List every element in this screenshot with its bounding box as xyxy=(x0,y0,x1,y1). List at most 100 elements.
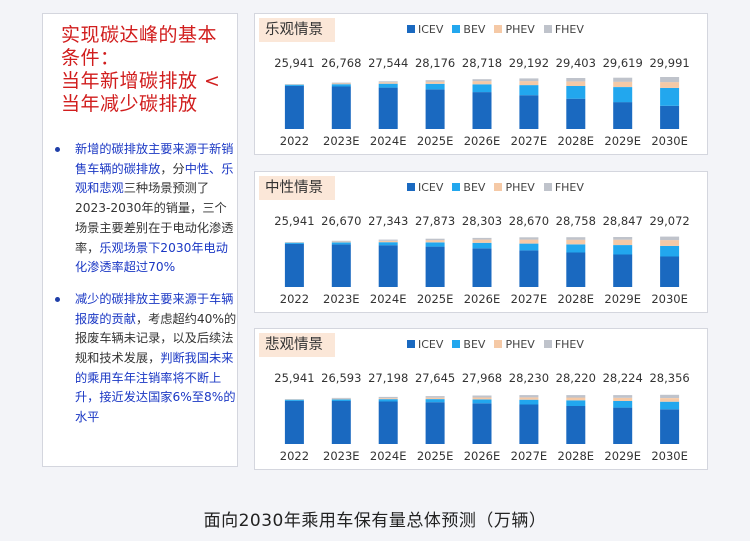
bullet-item: 减少的碳排放主要来源于车辆报废的贡献，考虑超约40%的报废车辆未记录，以及后续法… xyxy=(53,290,237,428)
bar-segment-bev xyxy=(566,400,586,406)
bar-segment-phev xyxy=(472,397,492,400)
total-label: 28,758 xyxy=(556,214,596,228)
legend-item-fhev: FHEV xyxy=(543,23,584,36)
legend-label: BEV xyxy=(463,23,486,36)
total-label: 27,645 xyxy=(415,371,455,385)
bar-segment-bev xyxy=(378,83,398,88)
bar-segment-bev xyxy=(613,87,633,103)
total-label: 28,847 xyxy=(603,214,643,228)
total-label: 29,192 xyxy=(509,56,549,70)
x-tick-label: 2023E xyxy=(323,292,360,306)
bar-segment-phev xyxy=(519,239,539,244)
bar-segment-icev xyxy=(519,250,539,287)
highlighted-text: 中性、乐观和悲观 xyxy=(75,161,234,196)
highlighted-text: 判断我国未来的乘用车年注销率将不断上升，接近发达国家6%至8%的水平 xyxy=(75,351,236,425)
legend-label: PHEV xyxy=(505,23,535,36)
bar-segment-bev xyxy=(660,87,680,106)
bar-segment-icev xyxy=(284,85,304,129)
bar-segment-icev xyxy=(378,245,398,287)
x-tick-label: 2023E xyxy=(323,134,360,148)
bar-segment-fhev xyxy=(519,395,539,398)
legend-swatch xyxy=(494,25,503,33)
bar-segment-icev xyxy=(425,402,445,444)
bar-segment-fhev xyxy=(566,237,586,240)
x-tick-label: 2024E xyxy=(370,134,407,148)
bar-segment-icev xyxy=(472,92,492,129)
bar-segment-fhev xyxy=(472,395,492,398)
bar-segment-phev xyxy=(566,397,586,401)
bar-segment-phev xyxy=(378,398,398,400)
legend-label: FHEV xyxy=(554,23,584,36)
total-label: 28,224 xyxy=(603,371,643,385)
x-tick-label: 2028E xyxy=(558,449,595,463)
legend-swatch xyxy=(407,25,415,33)
total-label: 27,343 xyxy=(368,214,408,228)
total-label: 27,968 xyxy=(462,371,502,385)
bar-segment-phev xyxy=(566,239,586,245)
bar-segment-icev xyxy=(566,98,586,129)
legend-item-phev: PHEV xyxy=(494,23,535,36)
bar-segment-bev xyxy=(331,84,351,87)
bar-segment-icev xyxy=(660,256,680,287)
bullet-dot-icon xyxy=(55,296,60,302)
bar-segment-bev xyxy=(425,399,445,403)
legend-item-icev: ICEV xyxy=(407,23,443,36)
bar-segment-phev xyxy=(519,397,539,400)
x-tick-label: 2024E xyxy=(370,449,407,463)
headline-line-2: 条件： xyxy=(61,47,120,69)
bar-segment-icev xyxy=(331,244,351,287)
legend-swatch xyxy=(543,340,552,348)
x-tick-label: 2030E xyxy=(651,134,688,148)
total-label: 25,941 xyxy=(274,214,314,228)
bar-segment-fhev xyxy=(613,395,633,398)
bar-segment-phev xyxy=(660,82,680,88)
total-label: 26,593 xyxy=(321,371,361,385)
bar-segment-fhev xyxy=(472,237,492,240)
headline: 实现碳达峰的基本 条件： 当年新增碳排放 < 当年减少碳排放 xyxy=(61,24,237,116)
x-tick-label: 2027E xyxy=(511,292,548,306)
x-tick-label: 2025E xyxy=(417,292,454,306)
bar-segment-phev xyxy=(425,81,445,84)
plain-text: ，考虑超约40%的报废车辆未记录，以及后续法规和技术发展， xyxy=(75,311,237,366)
bar-segment-fhev xyxy=(660,394,680,398)
bar-segment-fhev xyxy=(331,240,351,242)
total-label: 26,768 xyxy=(321,56,361,70)
bar-segment-phev xyxy=(425,397,445,400)
bar-segment-bev xyxy=(660,245,680,257)
total-label: 29,072 xyxy=(649,214,689,228)
bar-segment-fhev xyxy=(519,237,539,240)
x-tick-label: 2022 xyxy=(280,292,309,306)
x-tick-label: 2022 xyxy=(280,449,309,463)
x-tick-label: 2029E xyxy=(604,449,641,463)
figure-caption: 面向2030年乘用车保有量总体预测（万辆） xyxy=(203,511,547,531)
x-tick-label: 2026E xyxy=(464,449,501,463)
highlighted-text: 乐观场景下2030年电动化渗透率超过70% xyxy=(75,240,228,275)
bar-segment-phev xyxy=(613,81,633,87)
total-label: 29,403 xyxy=(556,56,596,70)
bar-segment-icev xyxy=(566,252,586,287)
highlighted-text: 减少的碳排放主要来源于车辆报废的贡献 xyxy=(75,291,234,326)
bar-segment-icev xyxy=(284,400,304,444)
bar-segment-fhev xyxy=(425,238,445,241)
legend-item-fhev: FHEV xyxy=(543,181,584,194)
chart-legend: ICEV BEV PHEV FHEV xyxy=(407,338,593,351)
bar-segment-icev xyxy=(472,248,492,287)
bar-segment-bev xyxy=(425,242,445,247)
headline-line-1: 实现碳达峰的基本 xyxy=(61,24,218,46)
bar-segment-bev xyxy=(566,86,586,99)
bar-segment-phev xyxy=(472,239,492,243)
bar-segment-fhev xyxy=(660,77,680,83)
legend-swatch xyxy=(452,340,461,348)
legend-item-bev: BEV xyxy=(452,181,485,194)
bullet-list: 新增的碳排放主要来源于新销售车辆的碳排放，分中性、乐观和悲观三种场景预测了202… xyxy=(53,140,237,440)
bar-segment-phev xyxy=(425,240,445,243)
total-label: 25,941 xyxy=(274,56,314,70)
bar-segment-bev xyxy=(425,83,445,90)
chart-plot: 25,941 2022 26,593 2023E 27,198 2024E 27,645 20… xyxy=(274,371,689,463)
x-tick-label: 2028E xyxy=(558,134,595,148)
bar-segment-fhev xyxy=(331,82,351,84)
chart-title: 乐观情景 xyxy=(259,18,335,42)
total-label: 28,718 xyxy=(462,56,502,70)
x-tick-label: 2029E xyxy=(604,292,641,306)
bar-segment-fhev xyxy=(613,237,633,240)
